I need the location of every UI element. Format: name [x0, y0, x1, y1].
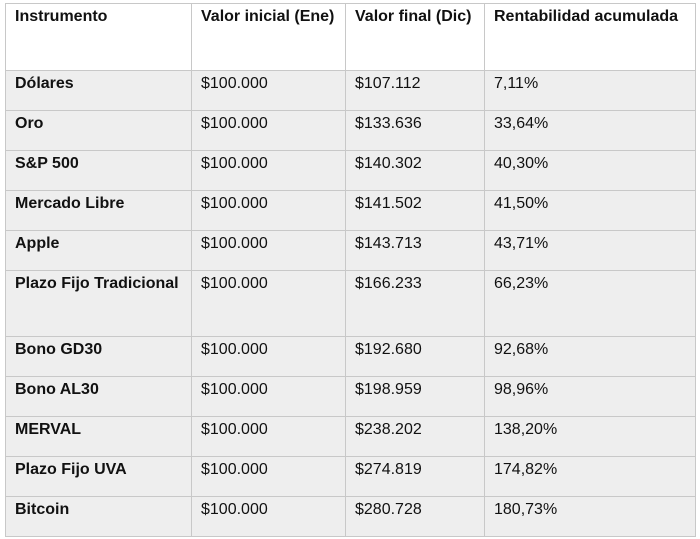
header-valor-inicial: Valor inicial (Ene) [191, 3, 346, 71]
cell-instrumento: Bono AL30 [5, 376, 192, 417]
cell-instrumento: Oro [5, 110, 192, 151]
cell-rentabilidad: 7,11% [484, 70, 696, 111]
table-row: Oro $100.000 $133.636 33,64% [5, 110, 696, 151]
cell-rentabilidad: 138,20% [484, 416, 696, 457]
cell-instrumento: S&P 500 [5, 150, 192, 191]
cell-instrumento: Dólares [5, 70, 192, 111]
cell-valor-final: $141.502 [345, 190, 485, 231]
returns-table: Instrumento Valor inicial (Ene) Valor fi… [5, 3, 696, 537]
cell-valor-inicial: $100.000 [191, 376, 346, 417]
table-row: S&P 500 $100.000 $140.302 40,30% [5, 150, 696, 191]
cell-instrumento: Plazo Fijo Tradicional [5, 270, 192, 337]
cell-valor-final: $143.713 [345, 230, 485, 271]
cell-valor-final: $133.636 [345, 110, 485, 151]
cell-rentabilidad: 98,96% [484, 376, 696, 417]
table-row: Apple $100.000 $143.713 43,71% [5, 230, 696, 271]
table-row: Dólares $100.000 $107.112 7,11% [5, 70, 696, 111]
table-row: Plazo Fijo Tradicional $100.000 $166.233… [5, 270, 696, 337]
table-row: Mercado Libre $100.000 $141.502 41,50% [5, 190, 696, 231]
cell-valor-inicial: $100.000 [191, 496, 346, 537]
cell-valor-inicial: $100.000 [191, 230, 346, 271]
cell-rentabilidad: 66,23% [484, 270, 696, 337]
cell-valor-final: $274.819 [345, 456, 485, 497]
header-valor-final: Valor final (Dic) [345, 3, 485, 71]
cell-valor-final: $280.728 [345, 496, 485, 537]
cell-valor-inicial: $100.000 [191, 270, 346, 337]
cell-rentabilidad: 43,71% [484, 230, 696, 271]
header-rentabilidad: Rentabilidad acumulada [484, 3, 696, 71]
cell-valor-final: $238.202 [345, 416, 485, 457]
cell-instrumento: Mercado Libre [5, 190, 192, 231]
table-row: Bitcoin $100.000 $280.728 180,73% [5, 496, 696, 537]
cell-instrumento: Bitcoin [5, 496, 192, 537]
cell-valor-final: $140.302 [345, 150, 485, 191]
table-row: MERVAL $100.000 $238.202 138,20% [5, 416, 696, 457]
cell-valor-final: $166.233 [345, 270, 485, 337]
cell-rentabilidad: 41,50% [484, 190, 696, 231]
cell-valor-inicial: $100.000 [191, 150, 346, 191]
cell-rentabilidad: 40,30% [484, 150, 696, 191]
cell-instrumento: Apple [5, 230, 192, 271]
cell-rentabilidad: 174,82% [484, 456, 696, 497]
cell-rentabilidad: 33,64% [484, 110, 696, 151]
header-row: Instrumento Valor inicial (Ene) Valor fi… [5, 3, 696, 71]
cell-valor-inicial: $100.000 [191, 336, 346, 377]
cell-instrumento: MERVAL [5, 416, 192, 457]
cell-valor-final: $192.680 [345, 336, 485, 377]
header-instrumento: Instrumento [5, 3, 192, 71]
cell-valor-final: $198.959 [345, 376, 485, 417]
table-row: Bono AL30 $100.000 $198.959 98,96% [5, 376, 696, 417]
cell-valor-inicial: $100.000 [191, 110, 346, 151]
table-header: Instrumento Valor inicial (Ene) Valor fi… [5, 3, 696, 71]
cell-valor-inicial: $100.000 [191, 456, 346, 497]
table-row: Bono GD30 $100.000 $192.680 92,68% [5, 336, 696, 377]
table-body: Dólares $100.000 $107.112 7,11% Oro $100… [5, 70, 696, 537]
cell-valor-inicial: $100.000 [191, 190, 346, 231]
cell-instrumento: Plazo Fijo UVA [5, 456, 192, 497]
cell-valor-final: $107.112 [345, 70, 485, 111]
table-row: Plazo Fijo UVA $100.000 $274.819 174,82% [5, 456, 696, 497]
cell-rentabilidad: 92,68% [484, 336, 696, 377]
cell-valor-inicial: $100.000 [191, 70, 346, 111]
cell-valor-inicial: $100.000 [191, 416, 346, 457]
cell-rentabilidad: 180,73% [484, 496, 696, 537]
cell-instrumento: Bono GD30 [5, 336, 192, 377]
returns-table-container: Instrumento Valor inicial (Ene) Valor fi… [5, 3, 696, 537]
